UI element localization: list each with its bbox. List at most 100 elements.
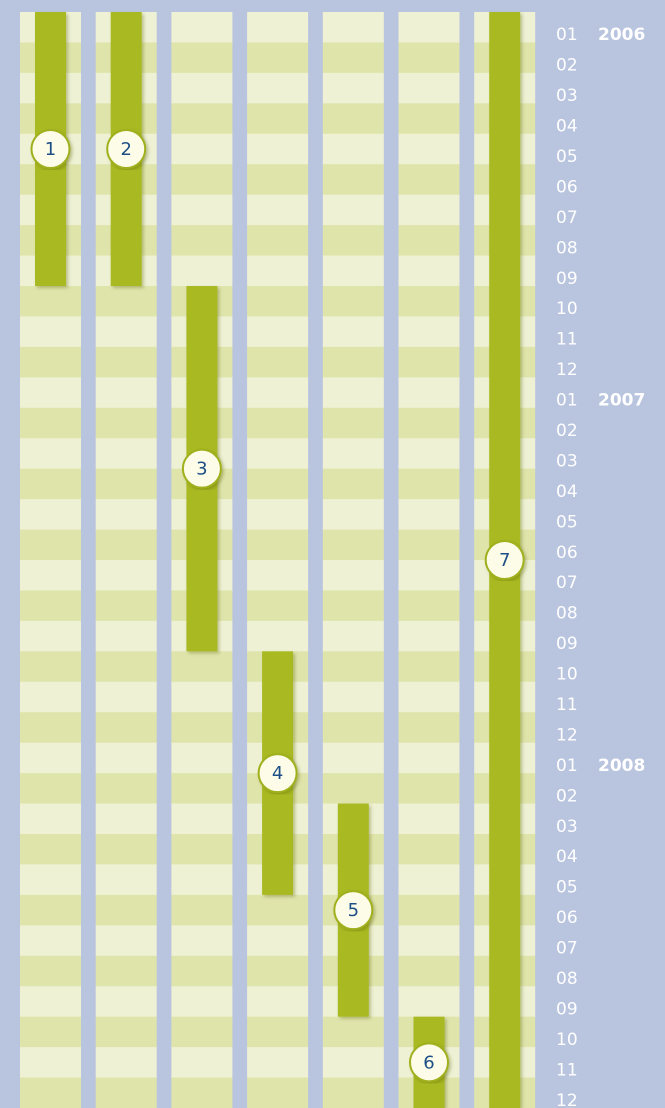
row-stripe xyxy=(398,286,460,317)
year-label: 2007 xyxy=(598,391,645,411)
row-stripe xyxy=(247,499,309,531)
row-stripe xyxy=(322,773,384,805)
row-stripe xyxy=(171,1016,233,1048)
year-label: 2008 xyxy=(598,756,645,776)
row-stripe xyxy=(171,864,233,896)
row-stripe xyxy=(322,681,384,713)
row-stripe xyxy=(20,286,81,317)
row-stripe xyxy=(171,103,233,135)
row-stripe xyxy=(322,72,384,104)
row-stripe xyxy=(20,712,81,744)
row-stripe xyxy=(247,164,309,196)
row-stripe xyxy=(20,316,81,348)
row-stripe xyxy=(322,590,384,622)
row-stripe xyxy=(171,225,233,257)
row-stripe xyxy=(398,651,460,683)
row-stripe xyxy=(247,590,309,622)
row-stripe xyxy=(398,590,460,622)
row-stripe xyxy=(322,42,384,74)
row-stripe xyxy=(322,1016,384,1048)
row-stripe xyxy=(171,42,233,74)
row-stripe xyxy=(247,925,309,957)
row-stripe xyxy=(322,468,384,500)
row-stripe xyxy=(247,12,309,43)
row-stripe xyxy=(95,834,157,865)
month-label: 04 xyxy=(556,482,578,502)
row-stripe xyxy=(247,560,309,591)
month-label: 04 xyxy=(556,117,578,137)
row-stripe xyxy=(95,681,157,713)
row-stripe xyxy=(398,225,460,257)
row-stripe xyxy=(398,377,460,409)
month-label: 12 xyxy=(556,725,578,745)
month-label: 05 xyxy=(556,878,578,898)
month-label: 01 xyxy=(556,391,578,411)
task-badge xyxy=(181,448,222,489)
row-stripe xyxy=(398,925,460,957)
row-stripe xyxy=(20,894,81,926)
row-stripe xyxy=(247,377,309,409)
month-label: 11 xyxy=(556,330,578,350)
row-stripe xyxy=(20,529,81,561)
row-stripe xyxy=(20,955,81,987)
row-stripe xyxy=(247,894,309,926)
row-stripe xyxy=(322,620,384,652)
row-stripe xyxy=(247,255,309,287)
row-stripe xyxy=(247,620,309,652)
row-stripe xyxy=(20,986,81,1018)
row-stripe xyxy=(322,286,384,317)
row-stripe xyxy=(171,12,233,43)
row-stripe xyxy=(20,438,81,470)
row-stripe xyxy=(322,529,384,561)
month-label: 06 xyxy=(556,908,578,928)
row-stripe xyxy=(398,712,460,744)
row-stripe xyxy=(171,773,233,805)
month-label: 09 xyxy=(556,269,578,289)
row-stripe xyxy=(95,438,157,470)
month-label: 08 xyxy=(556,238,578,258)
row-stripe xyxy=(171,164,233,196)
row-stripe xyxy=(171,834,233,865)
row-stripe xyxy=(322,438,384,470)
row-stripe xyxy=(20,346,81,378)
row-stripe xyxy=(95,986,157,1018)
row-stripe xyxy=(171,133,233,165)
row-stripe xyxy=(171,803,233,835)
row-stripe xyxy=(20,742,81,774)
month-label: 08 xyxy=(556,604,578,624)
row-stripe xyxy=(20,803,81,835)
row-stripe xyxy=(171,712,233,744)
month-label: 03 xyxy=(556,817,578,837)
month-label: 01 xyxy=(556,25,578,45)
row-stripe xyxy=(95,742,157,774)
row-stripe xyxy=(247,72,309,104)
month-label: 07 xyxy=(556,208,578,228)
row-stripe xyxy=(398,407,460,439)
row-stripe xyxy=(322,133,384,165)
task-badge xyxy=(257,753,298,794)
row-stripe xyxy=(20,560,81,591)
row-stripe xyxy=(398,681,460,713)
row-stripe xyxy=(247,133,309,165)
row-stripe xyxy=(20,1077,81,1108)
row-stripe xyxy=(20,407,81,439)
task-badge xyxy=(333,890,374,931)
row-stripe xyxy=(171,72,233,104)
month-label: 11 xyxy=(556,1060,578,1080)
row-stripe xyxy=(20,468,81,500)
month-label: 12 xyxy=(556,1091,578,1108)
month-label: 10 xyxy=(556,299,578,319)
row-stripe xyxy=(171,1047,233,1079)
month-label: 02 xyxy=(556,786,578,806)
row-stripe xyxy=(20,834,81,865)
row-stripe xyxy=(171,681,233,713)
row-stripe xyxy=(247,346,309,378)
row-stripe xyxy=(247,438,309,470)
row-stripe xyxy=(95,316,157,348)
row-stripe xyxy=(171,742,233,774)
row-stripe xyxy=(398,773,460,805)
row-stripe xyxy=(322,1077,384,1108)
row-stripe xyxy=(322,377,384,409)
row-stripe xyxy=(322,225,384,257)
month-label: 09 xyxy=(556,999,578,1019)
